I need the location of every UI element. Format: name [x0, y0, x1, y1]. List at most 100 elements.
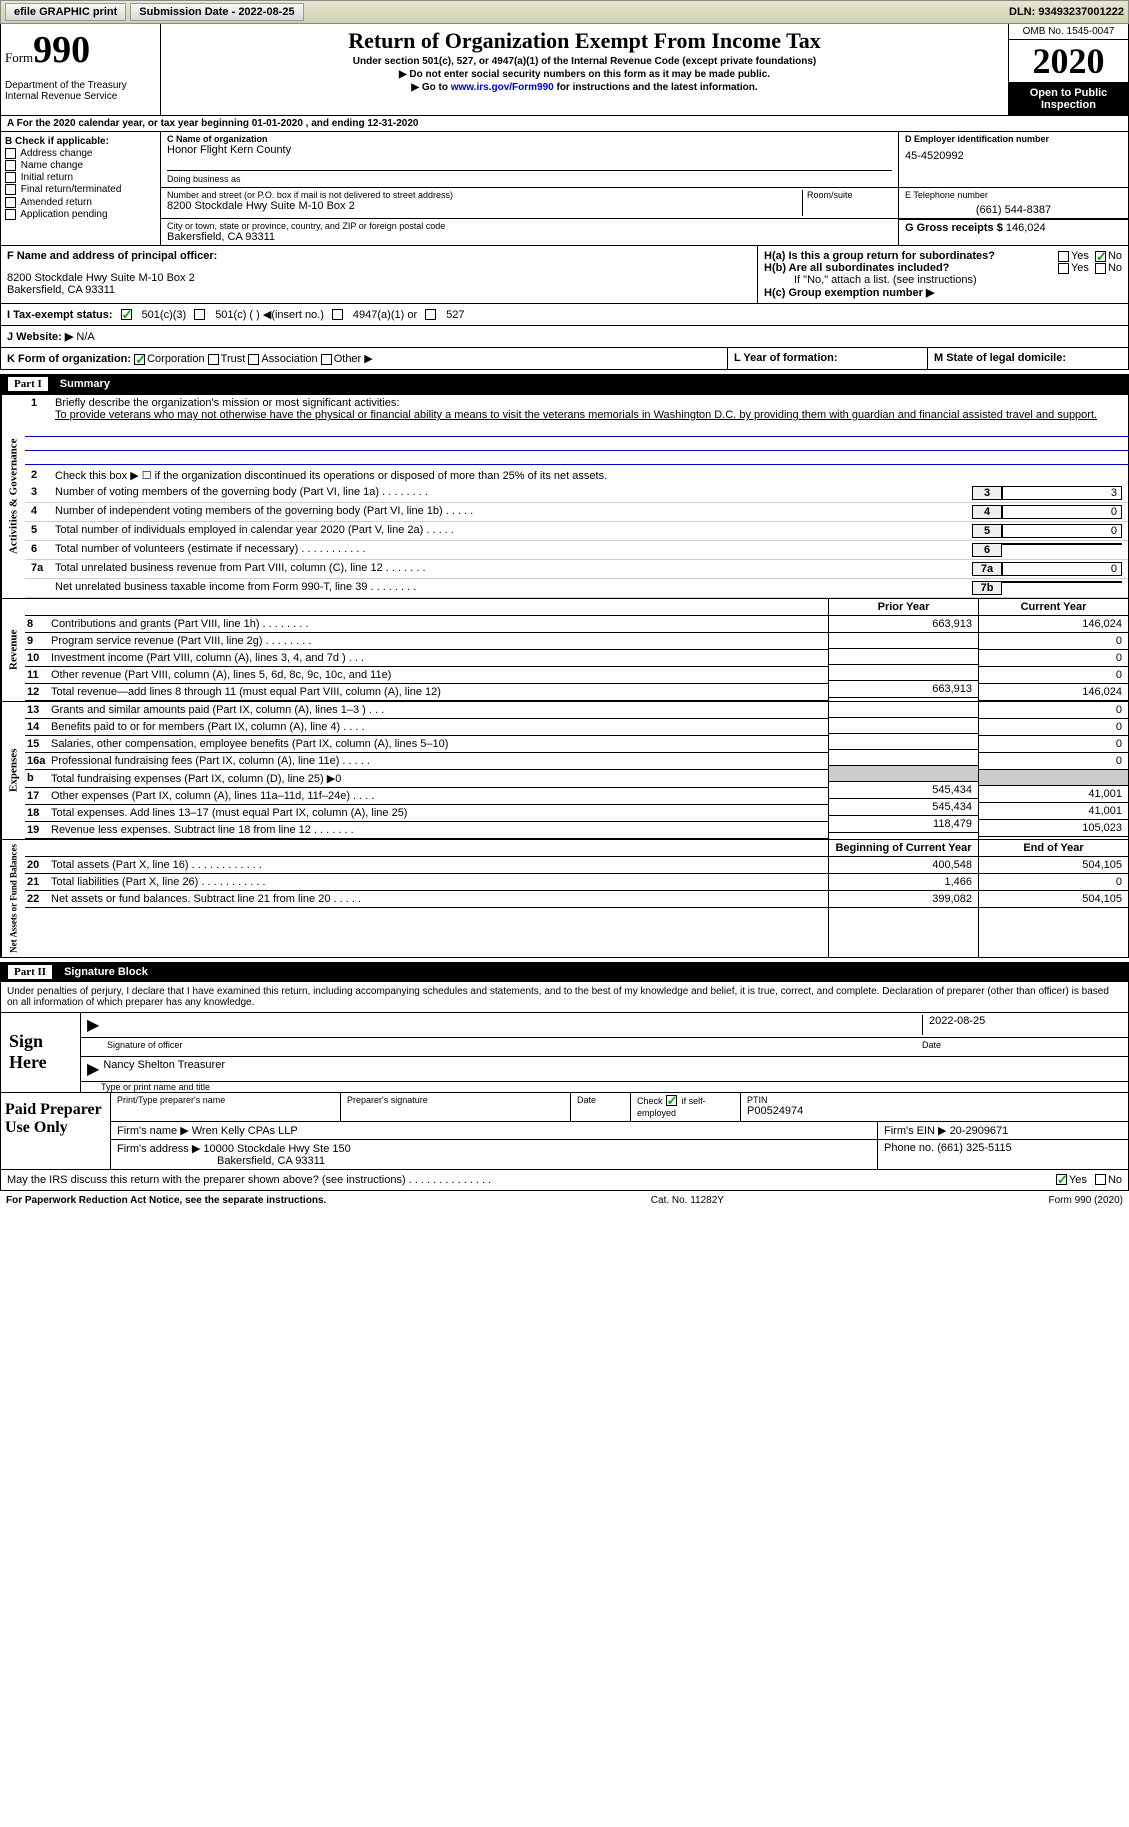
ein: 45-4520992 [905, 150, 1122, 162]
line-11: 11Other revenue (Part VIII, column (A), … [25, 667, 828, 684]
tax-year: 2020 [1009, 40, 1128, 83]
hb-note: If "No," attach a list. (see instruction… [764, 274, 1122, 286]
row-k-l-m: K Form of organization: Corporation Trus… [0, 348, 1129, 370]
dba-label: Doing business as [167, 174, 241, 184]
form-number: Form990 [5, 28, 156, 72]
vtab-expenses: Expenses [1, 702, 25, 839]
officer-label: F Name and address of principal officer: [7, 250, 751, 262]
gross-receipts: 146,024 [1006, 222, 1046, 234]
summary-revenue: Revenue 8Contributions and grants (Part … [0, 599, 1129, 702]
line-6: 6Total number of volunteers (estimate if… [25, 541, 1128, 560]
submission-date: Submission Date - 2022-08-25 [130, 3, 303, 21]
city-state-zip: Bakersfield, CA 93311 [167, 231, 892, 243]
line-4: 4Number of independent voting members of… [25, 503, 1128, 522]
checkbox-address-change[interactable]: Address change [5, 148, 156, 159]
sign-here-label: Sign Here [1, 1013, 81, 1092]
hc-label: H(c) Group exemption number ▶ [764, 286, 1122, 299]
omb: OMB No. 1545-0047 [1009, 24, 1128, 40]
checkbox-application-pending[interactable]: Application pending [5, 209, 156, 220]
phone-label: E Telephone number [905, 190, 1122, 200]
line-12: 12Total revenue—add lines 8 through 11 (… [25, 684, 828, 701]
line-b: bTotal fundraising expenses (Part IX, co… [25, 770, 828, 788]
part-1-header: Part I Summary [0, 374, 1129, 394]
line-8: 8Contributions and grants (Part VIII, li… [25, 616, 828, 633]
hb-no-checkbox[interactable] [1095, 263, 1106, 274]
year-formation: L Year of formation: [728, 348, 928, 369]
row-i-tax-status: I Tax-exempt status: 501(c)(3) 501(c) ( … [0, 304, 1129, 326]
addr-label: Number and street (or P.O. box if mail i… [167, 190, 802, 200]
corp-checkbox[interactable] [134, 354, 145, 365]
discuss-row: May the IRS discuss this return with the… [0, 1170, 1129, 1191]
line-19: 19Revenue less expenses. Subtract line 1… [25, 822, 828, 839]
trust-checkbox[interactable] [208, 354, 219, 365]
public-inspection: Open to Public Inspection [1009, 83, 1128, 115]
summary-expenses: Expenses 13Grants and similar amounts pa… [0, 702, 1129, 840]
ha-no-checkbox[interactable] [1095, 251, 1106, 262]
discuss-no-checkbox[interactable] [1095, 1174, 1106, 1185]
firm-name: Wren Kelly CPAs LLP [192, 1125, 298, 1137]
form-subtitle: Under section 501(c), 527, or 4947(a)(1)… [169, 56, 1000, 67]
firm-phone: (661) 325-5115 [937, 1142, 1011, 1154]
checkbox-amended-return[interactable]: Amended return [5, 197, 156, 208]
org-name: Honor Flight Kern County [167, 144, 892, 156]
room-label: Room/suite [807, 190, 892, 200]
section-b-label: B Check if applicable: [5, 136, 156, 147]
ptin: P00524974 [747, 1105, 1122, 1117]
officer-name: Nancy Shelton Treasurer [103, 1059, 225, 1079]
vtab-governance: Activities & Governance [1, 395, 25, 598]
line-7a: 7aTotal unrelated business revenue from … [25, 560, 1128, 579]
line-21: 21Total liabilities (Part X, line 26) . … [25, 874, 828, 891]
city-label: City or town, state or province, country… [167, 221, 892, 231]
dept: Department of the Treasury Internal Reve… [5, 80, 156, 102]
other-checkbox[interactable] [321, 354, 332, 365]
discuss-yes-checkbox[interactable] [1056, 1174, 1067, 1185]
sig-declaration: Under penalties of perjury, I declare th… [1, 982, 1128, 1012]
vtab-netassets: Net Assets or Fund Balances [1, 840, 25, 957]
signature-block: Under penalties of perjury, I declare th… [0, 982, 1129, 1170]
officer-addr1: 8200 Stockdale Hwy Suite M-10 Box 2 [7, 272, 751, 284]
vtab-revenue: Revenue [1, 599, 25, 701]
row-a-tax-year: A For the 2020 calendar year, or tax yea… [0, 116, 1129, 132]
form-title: Return of Organization Exempt From Incom… [169, 28, 1000, 54]
form-header: Form990 Department of the Treasury Inter… [0, 24, 1129, 116]
section-f-h: F Name and address of principal officer:… [0, 246, 1129, 304]
line-9: 9Program service revenue (Part VIII, lin… [25, 633, 828, 650]
gross-receipts-label: G Gross receipts $ [905, 222, 1003, 234]
line-10: 10Investment income (Part VIII, column (… [25, 650, 828, 667]
ha-label: H(a) Is this a group return for subordin… [764, 250, 1058, 262]
checkbox-final-return-terminated[interactable]: Final return/terminated [5, 184, 156, 195]
phone: (661) 544-8387 [905, 204, 1122, 216]
irs-link[interactable]: www.irs.gov/Form990 [451, 82, 554, 93]
hb-yes-checkbox[interactable] [1058, 263, 1069, 274]
arrow-icon: ▶ [87, 1015, 99, 1035]
ein-label: D Employer identification number [905, 134, 1122, 144]
state-domicile: M State of legal domicile: [928, 348, 1128, 369]
hb-label: H(b) Are all subordinates included? [764, 262, 1058, 274]
line-18: 18Total expenses. Add lines 13–17 (must … [25, 805, 828, 822]
self-employed-checkbox[interactable] [666, 1095, 677, 1106]
line-15: 15Salaries, other compensation, employee… [25, 736, 828, 753]
name-title-label: Type or print name and title [81, 1082, 1128, 1092]
checkbox-name-change[interactable]: Name change [5, 160, 156, 171]
firm-addr1: 10000 Stockdale Hwy Ste 150 [203, 1143, 350, 1155]
footer: For Paperwork Reduction Act Notice, see … [0, 1191, 1129, 1210]
checkbox-initial-return[interactable]: Initial return [5, 172, 156, 183]
topbar: efile GRAPHIC print Submission Date - 20… [0, 0, 1129, 24]
4947-checkbox[interactable] [332, 309, 343, 320]
line-5: 5Total number of individuals employed in… [25, 522, 1128, 541]
sig-officer-label: Signature of officer [87, 1040, 922, 1054]
note-link: ▶ Go to www.irs.gov/Form990 for instruct… [169, 82, 1000, 93]
efile-button[interactable]: efile GRAPHIC print [5, 3, 126, 21]
line-22: 22Net assets or fund balances. Subtract … [25, 891, 828, 908]
assoc-checkbox[interactable] [248, 354, 259, 365]
527-checkbox[interactable] [425, 309, 436, 320]
ha-yes-checkbox[interactable] [1058, 251, 1069, 262]
501c-checkbox[interactable] [194, 309, 205, 320]
501c3-checkbox[interactable] [121, 309, 132, 320]
firm-addr2: Bakersfield, CA 93311 [117, 1155, 325, 1167]
line-3: 3Number of voting members of the governi… [25, 484, 1128, 503]
summary-netassets: Net Assets or Fund Balances 20Total asse… [0, 840, 1129, 958]
row-j-website: J Website: ▶ N/A [0, 326, 1129, 348]
line-16a: 16aProfessional fundraising fees (Part I… [25, 753, 828, 770]
line-7b: Net unrelated business taxable income fr… [25, 579, 1128, 598]
